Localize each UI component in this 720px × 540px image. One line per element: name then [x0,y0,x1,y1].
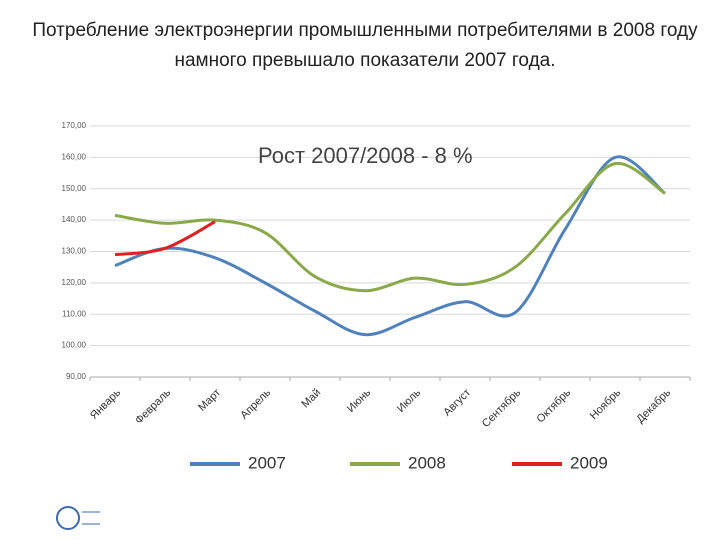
series-line [114,155,666,337]
y-tick-label: 110,00 [62,309,86,318]
series-line [114,220,216,257]
slide-title: Потребление электроэнергии промышленными… [32,20,698,71]
legend-label: 2007 [248,453,286,472]
series-line [114,162,666,293]
x-tick-label: Декабрь [634,387,673,426]
x-tick-label: Февраль [133,387,173,427]
y-tick-label: 150,00 [62,184,87,193]
y-tick-label: 100,00 [62,341,87,350]
x-tick-label: Январь [88,387,123,422]
x-tick-label: Сентябрь [480,387,524,431]
legend-label: 2009 [570,453,608,472]
y-tick-label: 160,00 [62,152,87,161]
x-tick-label: Август [441,387,473,419]
legend-label: 2008 [408,453,446,472]
x-tick-label: Октябрь [535,387,574,426]
x-tick-label: Июнь [345,387,373,415]
y-tick-label: 140,00 [62,215,87,224]
x-tick-label: Ноябрь [588,387,624,423]
logo [56,506,100,530]
x-tick-label: Март [196,387,223,414]
annotation: Рост 2007/2008 - 8 % [258,143,473,168]
x-tick-label: Май [299,387,323,411]
x-tick-label: Апрель [238,387,273,422]
x-tick-label: Июль [395,387,424,416]
y-tick-label: 90,00 [66,372,87,381]
y-tick-label: 170,00 [62,121,87,130]
y-tick-label: 120,00 [62,278,87,287]
y-tick-label: 130,00 [62,247,87,256]
annotation-bg [205,132,505,180]
